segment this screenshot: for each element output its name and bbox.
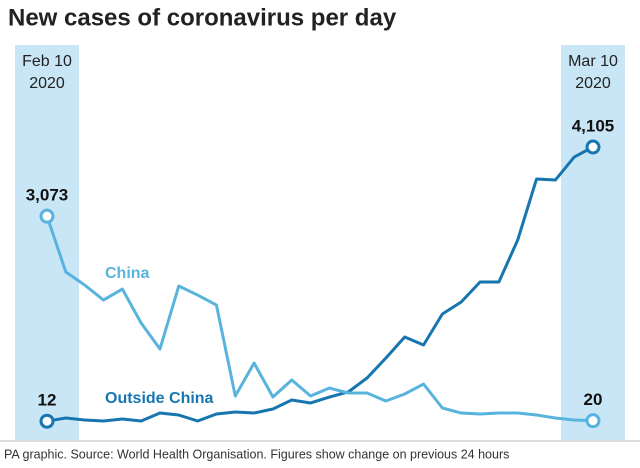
source: PA graphic. Source: World Health Organis… [4,447,509,461]
x-tick-label: Mar 10 2020 [568,53,618,92]
highlight-band [561,45,625,440]
end-marker [585,413,601,429]
line [46,145,594,423]
value-label: 20 [584,390,603,409]
end-marker [39,413,55,429]
chart-title: New cases of coronavirus per day [8,4,397,31]
value-label: 4,105 [572,116,615,135]
end-marker [585,139,601,155]
series-label: China [105,265,150,282]
line [45,215,594,423]
end-marker [39,208,55,224]
x-tick-label: Feb 10 2020 [22,53,72,92]
value-label: 12 [38,391,57,410]
series-label: Outside China [105,390,214,407]
highlight-band [15,45,79,440]
value-label: 3,073 [26,186,69,205]
